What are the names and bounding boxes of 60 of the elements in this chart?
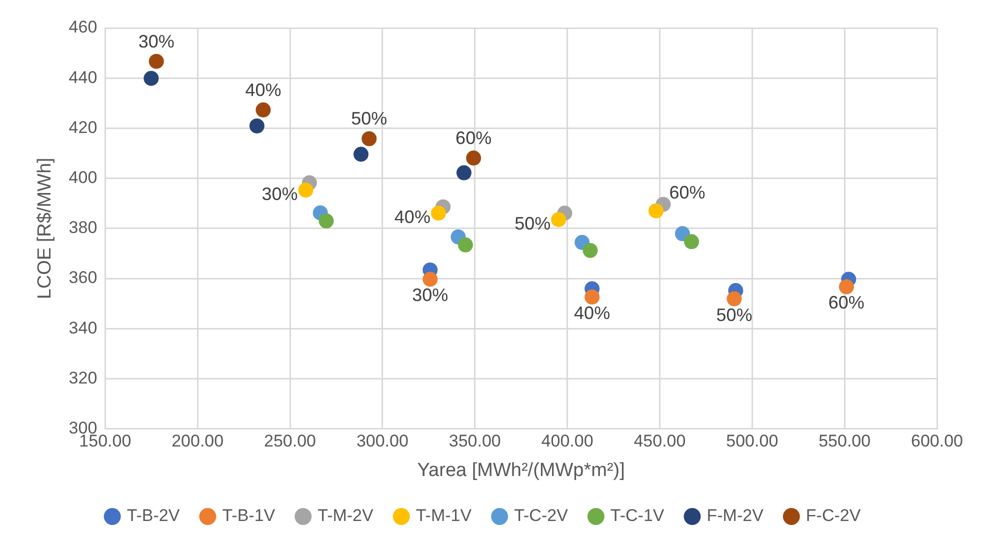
annotation: 30% bbox=[262, 184, 298, 204]
x-tick-label: 500.00 bbox=[726, 432, 778, 451]
legend-label: T-B-1V bbox=[222, 506, 276, 526]
annotation: 60% bbox=[456, 128, 492, 148]
y-tick-label: 440 bbox=[68, 68, 98, 87]
point bbox=[458, 237, 473, 252]
legend-label: F-C-2V bbox=[806, 506, 862, 526]
point bbox=[249, 118, 264, 134]
y-tick-label: 420 bbox=[68, 118, 98, 137]
annotation: 30% bbox=[412, 285, 448, 306]
point bbox=[354, 146, 368, 162]
point bbox=[362, 131, 377, 146]
y-tick-label: 400 bbox=[68, 168, 98, 187]
x-tick-label: 600.00 bbox=[911, 432, 963, 451]
annotation: 50% bbox=[351, 108, 388, 129]
legend-label: T-B-2V bbox=[126, 506, 180, 526]
annotation: 30% bbox=[138, 31, 174, 52]
point bbox=[318, 213, 334, 228]
y-tick-label: 320 bbox=[68, 368, 98, 388]
point bbox=[422, 272, 438, 287]
legend-label: T-M-2V bbox=[318, 506, 374, 526]
annotation: 40% bbox=[245, 80, 282, 100]
x-tick-label: 350.00 bbox=[448, 432, 501, 451]
y-tick-label: 360 bbox=[68, 268, 98, 288]
x-tick-label: 250.00 bbox=[264, 432, 316, 451]
y-tick-label: 340 bbox=[68, 318, 98, 338]
legend-label: T-C-2V bbox=[514, 506, 569, 526]
point bbox=[144, 70, 159, 86]
x-axis-title: Yarea [MWh²/(MWp*m²)] bbox=[417, 460, 625, 481]
point bbox=[726, 291, 742, 306]
point bbox=[466, 150, 482, 166]
point bbox=[148, 54, 164, 69]
annotation: 50% bbox=[716, 304, 752, 325]
x-tick-label: 200.00 bbox=[172, 432, 224, 451]
x-tick-label: 550.00 bbox=[818, 432, 871, 451]
point bbox=[456, 165, 472, 180]
point bbox=[684, 234, 700, 250]
annotation: 40% bbox=[574, 303, 610, 324]
legend-label: T-C-1V bbox=[610, 506, 665, 526]
point bbox=[648, 203, 664, 218]
point bbox=[582, 242, 598, 258]
annotation: 40% bbox=[394, 207, 430, 228]
y-tick-label: 380 bbox=[68, 218, 98, 238]
y-tick-label: 460 bbox=[68, 18, 98, 37]
point bbox=[674, 226, 690, 242]
point bbox=[298, 182, 314, 198]
y-axis-title: LCOE [R$/MWh] bbox=[34, 158, 56, 300]
legend-label: T-M-1V bbox=[416, 506, 472, 526]
legend-label: F-M-2V bbox=[706, 506, 764, 526]
point bbox=[551, 212, 566, 228]
x-tick-label: 400.00 bbox=[541, 432, 594, 451]
point bbox=[256, 102, 271, 118]
annotation: 50% bbox=[514, 214, 551, 234]
annotation: 60% bbox=[828, 292, 864, 313]
point bbox=[430, 206, 446, 221]
point bbox=[584, 290, 600, 305]
x-tick-label: 450.00 bbox=[634, 432, 686, 451]
annotation: 60% bbox=[669, 182, 706, 202]
x-tick-label: 300.00 bbox=[356, 432, 408, 451]
point bbox=[838, 279, 854, 294]
